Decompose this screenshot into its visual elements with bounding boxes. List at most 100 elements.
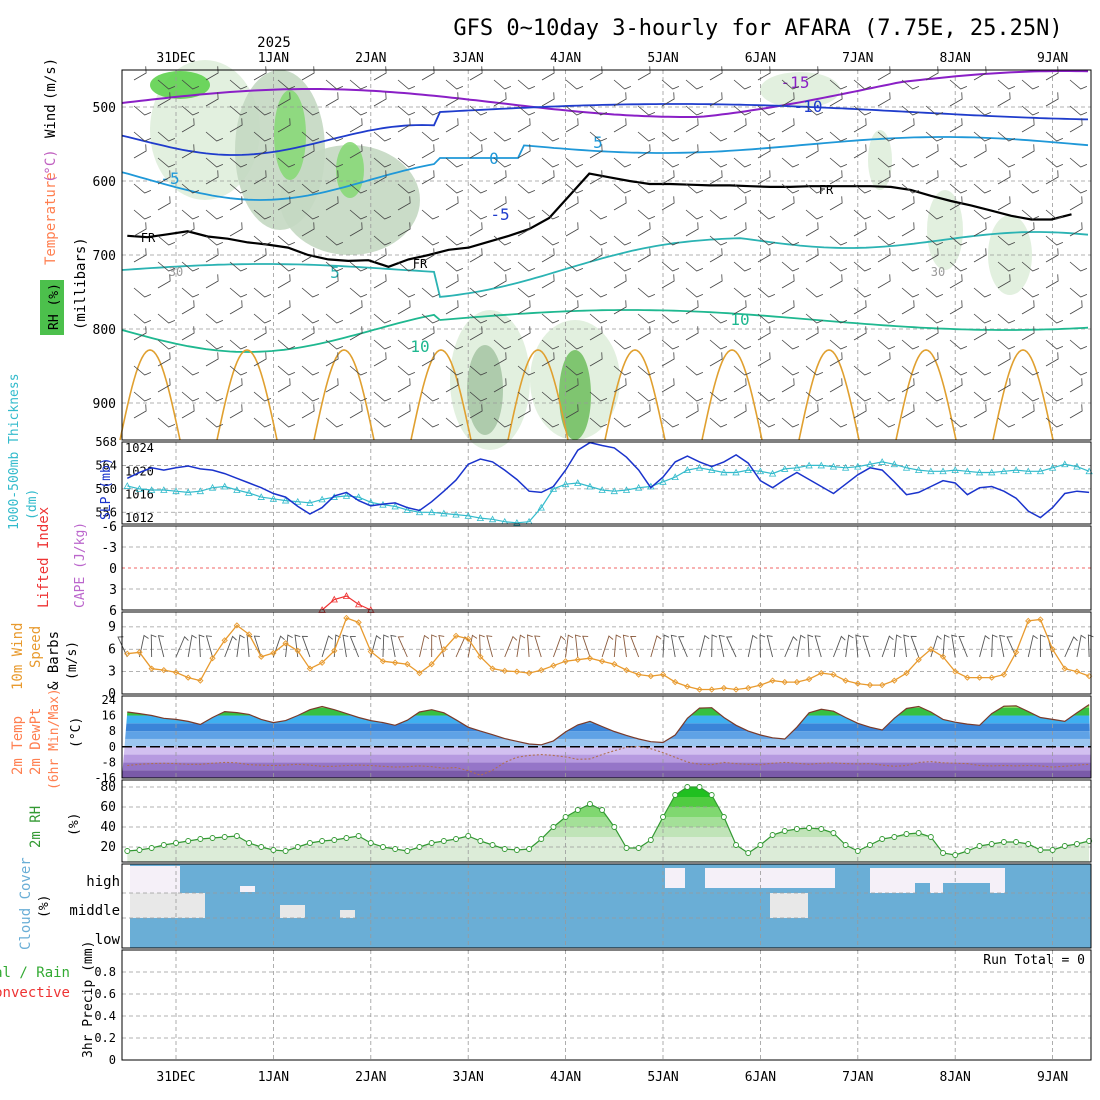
wind-barb — [157, 92, 171, 107]
wind-barb — [1069, 339, 1088, 350]
wind-barb — [589, 170, 603, 185]
wind-barb — [493, 92, 507, 107]
temp-band — [122, 704, 1091, 708]
wind-barb — [973, 183, 992, 194]
wind-barb — [757, 287, 776, 298]
contour-label: 10 — [410, 337, 429, 356]
wind-barb — [613, 196, 627, 211]
wind-barb — [661, 261, 680, 272]
wind-barb — [997, 157, 1016, 168]
thickness-point — [915, 466, 923, 474]
cloud-frame — [121, 863, 1092, 949]
wind-barb — [205, 235, 224, 246]
wind-barb — [373, 66, 387, 81]
wind-barb — [805, 183, 824, 194]
wind-barb — [853, 118, 867, 133]
wind-barb — [301, 391, 320, 402]
wind-barb — [949, 235, 968, 246]
pressure-tick-label: 900 — [93, 397, 116, 412]
thickness-point — [890, 460, 898, 468]
surface-wind-barb — [157, 635, 165, 658]
wind-barb — [1045, 391, 1064, 402]
wind-barb — [445, 92, 459, 107]
surface-wind-barb — [582, 635, 591, 658]
wind-barb — [421, 209, 440, 220]
surface-wind-barb — [670, 634, 677, 658]
wind-barb — [637, 144, 651, 159]
wind-barb — [757, 235, 776, 246]
surface-wind-barb — [382, 634, 389, 658]
surface-wind-barb — [534, 635, 542, 658]
wind-speed-point — [245, 631, 253, 638]
wind-barb — [589, 66, 603, 81]
wind-barb — [253, 105, 272, 116]
rh-point — [1000, 839, 1007, 845]
wind-barb — [541, 209, 560, 220]
wind-barb — [925, 352, 939, 367]
cloud-gap — [870, 868, 915, 893]
wind-speed-point — [379, 658, 387, 665]
date-tick-label: 9JAN — [1037, 51, 1068, 66]
cape-axis-label: CAPE (J/kg) — [73, 522, 88, 608]
wind-barb — [421, 326, 435, 341]
rh-tick-label: 40 — [100, 820, 116, 835]
wind-barb — [1045, 339, 1064, 350]
rh-point — [1086, 838, 1093, 844]
isotherm-line — [992, 349, 1054, 441]
wind-barb — [877, 235, 896, 246]
wind-barb — [253, 352, 267, 367]
surface-wind-barb — [650, 635, 662, 658]
surface-wind-barb — [630, 636, 640, 658]
wind-speed-line — [127, 617, 1090, 691]
wind-speed-point — [623, 667, 630, 674]
wind-barb — [901, 196, 915, 211]
surface-wind-barb — [150, 634, 157, 658]
wind-barb — [733, 222, 747, 237]
wind-barb — [301, 144, 315, 159]
wind-barb — [949, 118, 963, 133]
wind-speed-point — [1000, 671, 1008, 678]
wind-barb — [445, 300, 459, 315]
rh-point — [660, 814, 666, 820]
wind-barb — [181, 326, 195, 341]
wind-barb — [421, 313, 440, 324]
wind-barb — [685, 300, 699, 315]
isotherm-line — [121, 231, 1089, 298]
wind-barb — [901, 261, 920, 272]
thickness-point — [768, 469, 777, 477]
wind-barb — [973, 105, 992, 116]
thickness-point — [281, 496, 290, 504]
wind-barb — [1021, 261, 1040, 272]
wind-barb — [565, 287, 584, 298]
wind-barb — [781, 300, 795, 315]
wind-barb — [637, 183, 656, 194]
surface-wind-barb — [807, 634, 814, 658]
wind-barb — [877, 209, 896, 220]
surface-wind-barb — [718, 634, 725, 658]
rh-point — [428, 840, 435, 846]
wind-barb — [1069, 365, 1088, 376]
wind-barb — [469, 391, 488, 402]
precip-tick-label: 0 — [109, 1053, 116, 1067]
wind-barb — [829, 274, 843, 289]
wind-barb — [709, 391, 728, 402]
wind-barb — [661, 170, 675, 185]
cloud-gap — [240, 886, 255, 892]
isotherm-line — [121, 309, 1089, 353]
wind-speed-point — [452, 632, 460, 639]
wind-barb — [925, 170, 939, 185]
wind-barb — [709, 339, 728, 350]
surface-wind-barb — [942, 634, 950, 658]
thickness-tick-label: 560 — [95, 482, 117, 496]
wind-barb — [709, 313, 728, 324]
cloud-gap — [705, 868, 835, 888]
wind-barb — [445, 339, 464, 350]
wind-barb — [589, 391, 608, 402]
thickness-point — [135, 485, 144, 492]
temp-line — [127, 704, 1090, 746]
wind-barb — [1045, 66, 1059, 81]
wind-barb — [589, 105, 608, 116]
thickness-point — [294, 497, 302, 505]
wind-barb — [877, 248, 891, 263]
rh-point — [757, 842, 764, 848]
